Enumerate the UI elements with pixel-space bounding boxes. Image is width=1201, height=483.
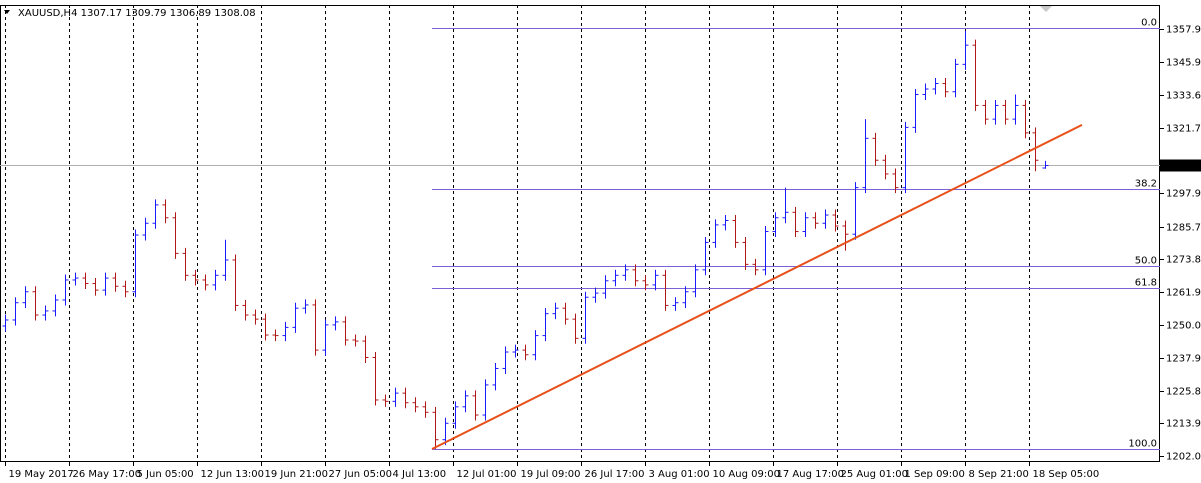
y-tick-label: 1285.70 [1166, 223, 1201, 234]
fibo-label: 61.8 [1135, 278, 1157, 289]
y-tick-label: 1225.85 [1166, 387, 1201, 398]
y-tick-label: 1297.95 [1166, 189, 1201, 200]
x-tick-label: 19 Jul 09:00 [521, 469, 581, 480]
header: XAUUSD,H4 1307.17 1309.79 1306.89 1308.0… [18, 8, 256, 19]
x-tick-label: 19 Jun 21:00 [265, 469, 329, 480]
x-tick-label: 12 Jun 13:00 [201, 469, 265, 480]
y-tick-label: 1237.95 [1166, 354, 1201, 365]
x-tick-label: 26 Jul 17:00 [585, 469, 645, 480]
low-value: 1306.89 [170, 8, 211, 19]
x-tick-label: 27 Jun 05:00 [329, 469, 393, 480]
x-tick-label: 18 Sep 05:00 [1033, 469, 1100, 480]
x-tick-label: 10 Aug 09:00 [713, 469, 780, 480]
menu-triangle [4, 10, 10, 14]
price-label-box [1160, 159, 1201, 172]
x-tick-label: 8 Sep 21:00 [969, 469, 1029, 480]
close-value: 1308.08 [214, 8, 255, 19]
open-value: 1307.17 [81, 8, 122, 19]
y-tick-label: 1250.00 [1166, 321, 1201, 332]
y-tick-label: 1261.90 [1166, 288, 1201, 299]
y-tick-label: 1213.95 [1166, 419, 1201, 430]
x-tick-label: 3 Aug 01:00 [649, 469, 710, 480]
price-label: 1308.08 [1163, 161, 1201, 172]
fibo-label: 50.0 [1135, 256, 1157, 267]
y-tick-label: 1333.65 [1166, 91, 1201, 102]
plot-frame [0, 5, 1160, 462]
y-tick-label: 1345.90 [1166, 58, 1201, 69]
fibo-label: 100.0 [1128, 439, 1157, 450]
y-tick-label: 1321.75 [1166, 124, 1201, 135]
x-tick-label: 12 Jul 01:00 [457, 469, 517, 480]
fibo-label: 38.2 [1135, 179, 1157, 190]
high-value: 1309.79 [125, 8, 166, 19]
fibo-label: 0.0 [1141, 18, 1157, 29]
trendline [431, 123, 1083, 450]
x-tick-label: 26 May 17:00 [73, 469, 142, 480]
plot-layer: 0.0 38.2 50.0 61.8 100.0 [0, 5, 1160, 462]
shift-marker [1040, 6, 1052, 12]
symbol: XAUUSD,H4 [18, 8, 77, 19]
y-tick-label: 1202.05 [1166, 452, 1201, 463]
x-tick-label: 4 Jul 13:00 [393, 469, 447, 480]
x-tick-label: 1 Sep 09:00 [905, 469, 965, 480]
x-tick-label: 17 Aug 17:00 [777, 469, 844, 480]
x-tick-label: 25 Aug 01:00 [841, 469, 908, 480]
y-tick-label: 1357.90 [1166, 25, 1201, 36]
x-tick-label: 19 May 2017 [9, 469, 74, 480]
x-tick-label: 5 Jun 05:00 [137, 469, 194, 480]
y-tick-label: 1273.80 [1166, 255, 1201, 266]
